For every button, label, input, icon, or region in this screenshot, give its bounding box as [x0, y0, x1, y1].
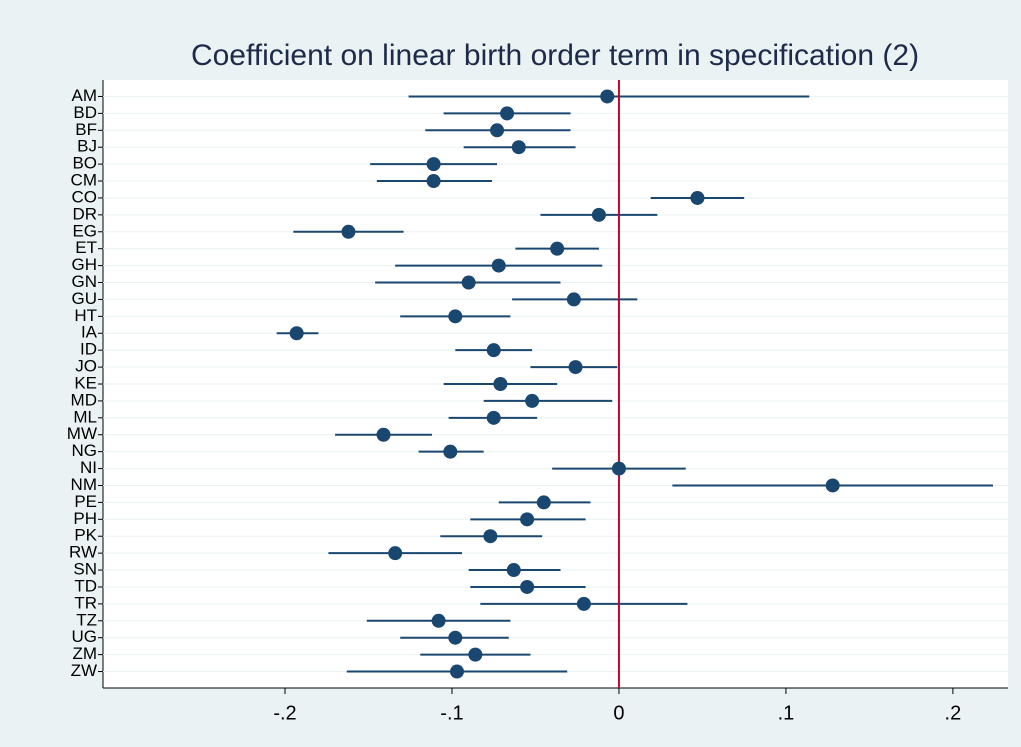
y-tick-label: IA	[81, 323, 98, 342]
point-estimate	[525, 393, 540, 408]
y-tick-label: MW	[67, 424, 97, 443]
x-tick-label: -.1	[440, 702, 463, 724]
y-tick-label: PK	[74, 526, 97, 545]
point-estimate	[468, 647, 483, 662]
point-estimate	[426, 174, 441, 189]
point-estimate	[491, 258, 506, 273]
point-estimate	[591, 207, 606, 222]
point-estimate	[520, 579, 535, 594]
point-estimate	[611, 461, 626, 476]
y-tick-label: NM	[71, 475, 97, 494]
y-tick-label: SN	[73, 560, 97, 579]
y-tick-label: PE	[74, 492, 97, 511]
y-tick-label: HT	[74, 306, 97, 325]
point-estimate	[431, 613, 446, 628]
y-tick-label: RW	[69, 543, 97, 562]
y-tick-label: ZW	[71, 661, 97, 680]
point-estimate	[448, 309, 463, 324]
y-tick-label: NI	[80, 458, 97, 477]
point-estimate	[825, 478, 840, 493]
y-tick-label: CM	[71, 171, 97, 190]
point-estimate	[426, 157, 441, 172]
point-estimate	[486, 343, 501, 358]
x-tick-label: .1	[778, 702, 795, 724]
point-estimate	[600, 89, 615, 104]
y-tick-label: TZ	[76, 610, 97, 629]
x-tick-label: -.2	[273, 702, 296, 724]
point-estimate	[443, 444, 458, 459]
point-estimate	[493, 377, 508, 391]
point-estimate	[449, 664, 464, 679]
point-estimate	[690, 190, 705, 205]
y-tick-label: KE	[74, 373, 97, 392]
y-tick-label: AM	[72, 86, 98, 105]
y-tick-label: PH	[73, 509, 97, 528]
y-tick-label: MD	[71, 390, 97, 409]
x-tick-label: 0	[613, 702, 624, 724]
y-tick-label: BF	[75, 120, 97, 139]
y-tick-label: TR	[74, 593, 97, 612]
point-estimate	[461, 275, 476, 290]
point-estimate	[520, 512, 535, 527]
point-estimate	[536, 495, 551, 510]
y-tick-label: JO	[75, 357, 97, 376]
point-estimate	[568, 360, 583, 375]
y-tick-label: CO	[72, 187, 98, 206]
y-tick-label: TD	[74, 576, 97, 595]
x-tick-label: .2	[945, 702, 962, 724]
y-tick-label: UG	[72, 627, 98, 646]
y-tick-label: ZM	[72, 644, 97, 663]
point-estimate	[506, 563, 521, 578]
y-tick-label: ID	[80, 340, 97, 359]
point-estimate	[376, 427, 391, 442]
y-tick-label: NG	[72, 441, 98, 460]
y-tick-label: ET	[75, 238, 97, 257]
point-estimate	[500, 106, 515, 121]
point-estimate	[511, 140, 526, 155]
point-estimate	[550, 241, 565, 256]
y-tick-label: GH	[72, 255, 98, 274]
y-tick-label: EG	[72, 221, 97, 240]
y-tick-label: DR	[72, 204, 97, 223]
y-tick-label: BD	[73, 103, 97, 122]
point-estimate	[490, 123, 505, 138]
point-estimate	[576, 596, 591, 611]
y-tick-label: GU	[72, 289, 98, 308]
y-tick-label: GN	[72, 272, 98, 291]
y-tick-label: ML	[73, 407, 97, 426]
point-estimate	[388, 546, 403, 561]
chart-title: Coefficient on linear birth order term i…	[191, 39, 919, 72]
y-tick-label: BO	[72, 154, 97, 173]
point-estimate	[483, 529, 498, 544]
point-estimate	[289, 326, 304, 341]
point-estimate	[486, 410, 501, 425]
point-estimate	[566, 292, 581, 307]
y-tick-label: BJ	[77, 137, 97, 156]
point-estimate	[341, 224, 356, 239]
point-estimate	[448, 630, 463, 645]
